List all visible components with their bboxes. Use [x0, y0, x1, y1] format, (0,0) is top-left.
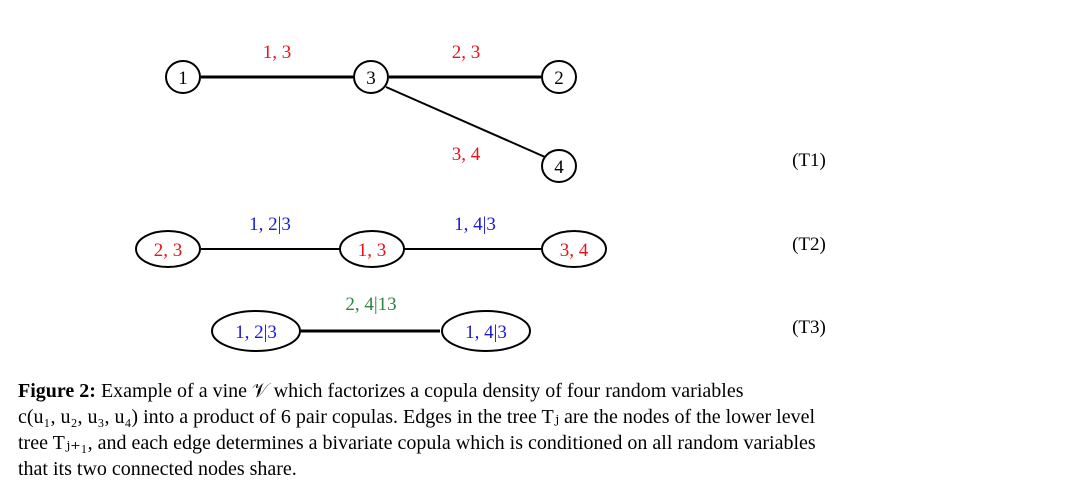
- svg-text:1, 3: 1, 3: [358, 240, 387, 261]
- caption-line-4: that its two connected nodes share.: [18, 458, 297, 480]
- node-12-3: 1, 2|3: [211, 310, 301, 352]
- edge-label-24-13: 2, 4|13: [345, 294, 396, 315]
- node-14-3: 1, 4|3: [441, 310, 531, 352]
- node-3-4: 3, 4: [541, 230, 607, 268]
- tree-label-t1: (T1): [792, 150, 826, 171]
- node-1: 1: [165, 60, 201, 94]
- caption-line-3: tree Tⱼ₊₁, and each edge determines a bi…: [18, 432, 816, 454]
- edge-label-3-2: 2, 3: [452, 42, 481, 63]
- svg-text:2, 3: 2, 3: [154, 240, 183, 261]
- caption-line-1: Figure 2: Example of a vine 𝒱 which fact…: [18, 378, 948, 404]
- edge-label-1-3: 1, 3: [263, 42, 292, 63]
- svg-text:4: 4: [554, 157, 564, 178]
- figure-caption: Figure 2: Example of a vine 𝒱 which fact…: [18, 378, 948, 482]
- svg-text:3: 3: [366, 68, 376, 89]
- svg-text:1: 1: [178, 68, 188, 89]
- edge-label-12-3: 1, 2|3: [249, 214, 291, 235]
- caption-text-1: Example of a vine 𝒱 which factorizes a c…: [100, 380, 744, 402]
- svg-text:1, 2|3: 1, 2|3: [235, 322, 277, 343]
- edge-label-3-4: 3, 4: [452, 144, 481, 165]
- node-1-3: 1, 3: [339, 230, 405, 268]
- svg-text:3, 4: 3, 4: [560, 240, 589, 261]
- node-2: 2: [541, 60, 577, 94]
- node-2-3: 2, 3: [135, 230, 201, 268]
- vine-diagram: 1, 3 2, 3 3, 4 1 3 2 4 (T1) 1, 2|3 1, 4|…: [135, 42, 826, 352]
- edge-label-14-3: 1, 4|3: [454, 214, 496, 235]
- caption-prefix: Figure 2:: [18, 380, 96, 402]
- tree-label-t2: (T2): [792, 234, 826, 255]
- node-4: 4: [541, 149, 577, 183]
- edge-3-4: [385, 86, 546, 158]
- tree-label-t3: (T3): [792, 317, 826, 338]
- node-3: 3: [353, 60, 389, 94]
- svg-text:1, 4|3: 1, 4|3: [465, 322, 507, 343]
- svg-text:2: 2: [554, 68, 564, 89]
- caption-line-2: c(u₁, u₂, u₃, u₄) into a product of 6 pa…: [18, 406, 816, 428]
